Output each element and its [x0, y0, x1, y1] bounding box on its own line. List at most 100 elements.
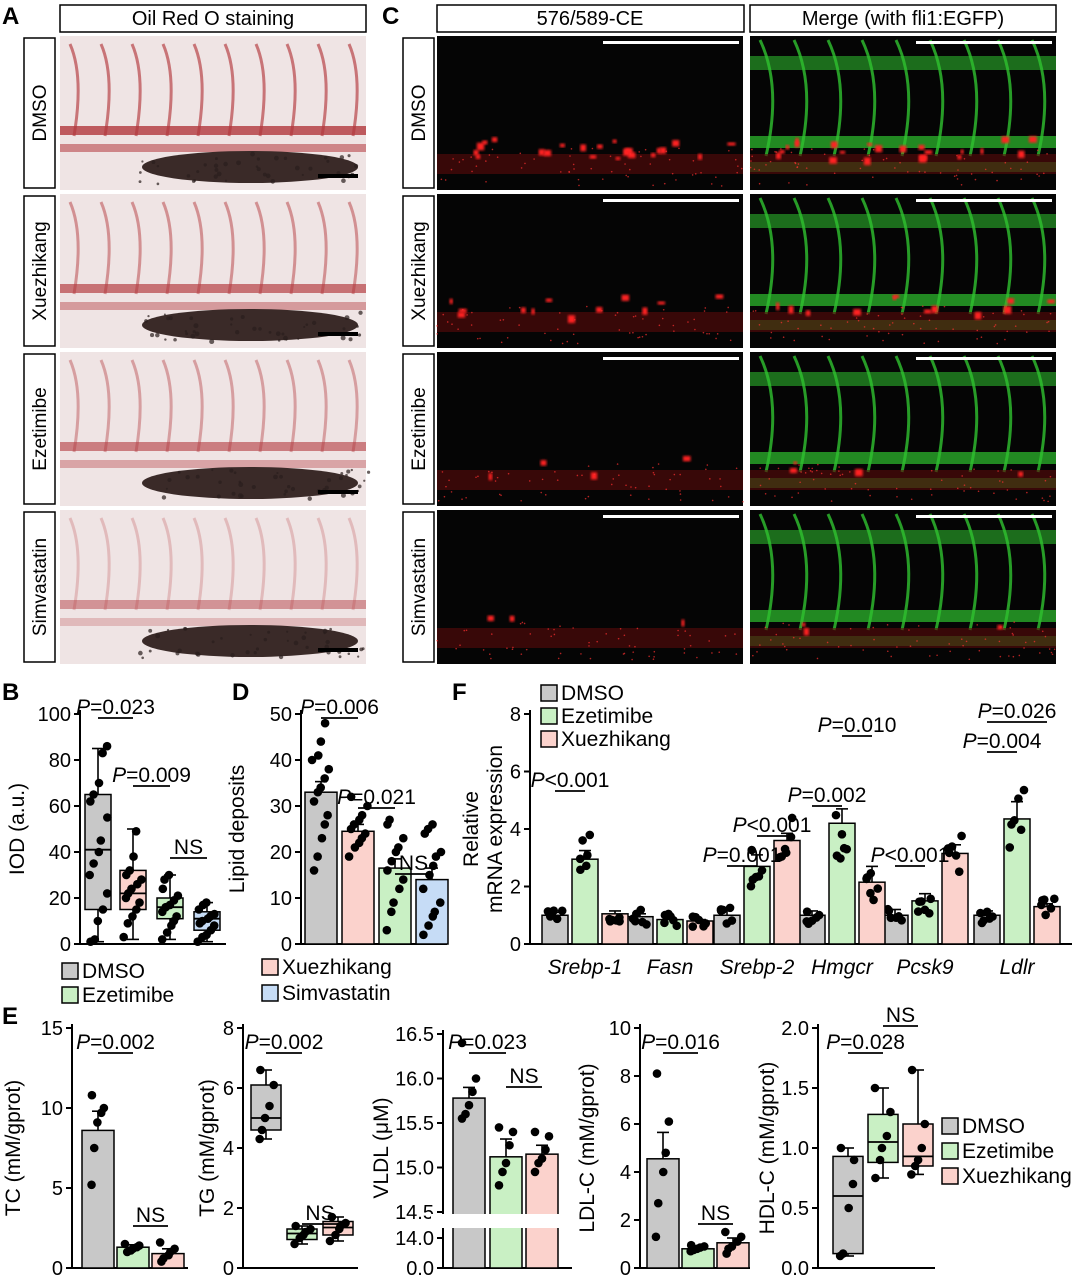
red-speckle	[869, 494, 871, 497]
bar	[304, 791, 338, 945]
pigment-dot	[301, 635, 307, 641]
lipid-signal	[839, 150, 846, 154]
red-speckle	[605, 633, 608, 635]
red-speckle	[890, 655, 893, 658]
data-point	[877, 1143, 887, 1153]
red-background-band	[750, 628, 1056, 648]
pigment-dot	[223, 161, 228, 167]
scale-bar	[603, 199, 739, 202]
pigment-dot	[340, 335, 346, 341]
red-speckle	[872, 626, 875, 629]
pigment-dot	[218, 480, 222, 484]
red-speckle	[862, 649, 865, 651]
red-speckle	[581, 474, 583, 477]
red-speckle	[1026, 491, 1028, 494]
y-axis-label: IOD (a.u.)	[6, 783, 29, 875]
pigment-dot	[256, 157, 261, 161]
red-speckle	[550, 635, 552, 638]
data-point	[777, 852, 787, 861]
red-speckle	[859, 167, 862, 170]
cardinal-vein	[60, 144, 366, 152]
data-point	[688, 912, 698, 921]
yolk-mass	[142, 467, 358, 499]
red-speckle	[625, 484, 627, 487]
red-speckle	[640, 155, 642, 158]
gene-label: Hmgcr	[811, 956, 874, 979]
red-speckle	[700, 172, 702, 174]
red-speckle	[777, 467, 780, 470]
pigment-dot	[193, 179, 197, 182]
lipid-signal	[776, 152, 781, 160]
significance-label: NS	[174, 836, 203, 859]
pigment-dot	[357, 333, 362, 337]
data-point	[871, 1173, 880, 1183]
red-speckle	[830, 500, 833, 502]
red-speckle	[790, 151, 793, 154]
y-axis-label: VLDL (μM)	[370, 1097, 393, 1198]
p-symbol: P	[978, 700, 992, 723]
red-speckle	[872, 327, 875, 330]
red-speckle	[963, 157, 966, 160]
pigment-dot	[164, 338, 167, 341]
data-point	[836, 854, 845, 863]
intersegmental-vessel	[254, 43, 266, 137]
pigment-dot	[346, 469, 351, 474]
red-speckle	[908, 629, 910, 631]
merge-image	[750, 352, 1056, 506]
red-speckle	[949, 650, 951, 653]
red-speckle	[799, 481, 801, 484]
intersegmental-vessel	[223, 359, 235, 453]
red-speckle	[519, 622, 522, 625]
legend-label-simvastatin: Simvastatin	[282, 982, 391, 1005]
red-speckle	[882, 158, 885, 161]
red-speckle	[719, 478, 721, 480]
data-point	[838, 1249, 848, 1258]
data-point	[131, 827, 141, 836]
lipid-signal	[457, 312, 466, 318]
scale-bar	[603, 515, 739, 518]
data-point	[435, 898, 445, 907]
red-speckle	[471, 311, 473, 314]
red-speckle	[580, 653, 582, 655]
y-tick-label: 10	[41, 1098, 63, 1120]
data-point	[552, 914, 562, 924]
data-point	[170, 1244, 179, 1254]
red-speckle	[886, 624, 889, 626]
bar	[452, 1097, 486, 1269]
y-tick-label: 16.5	[395, 1024, 434, 1046]
lipid-signal	[681, 619, 685, 627]
data-point	[907, 1170, 916, 1179]
red-speckle	[735, 653, 738, 655]
red-speckle	[671, 172, 674, 175]
gene-label: Pcsk9	[896, 956, 954, 979]
intersegmental-vessel	[130, 43, 142, 137]
red-background-band	[750, 154, 1056, 174]
gene-label: Ldlr	[999, 956, 1035, 979]
pigment-dot	[350, 468, 354, 472]
red-speckle	[625, 174, 628, 177]
ce-image	[437, 352, 744, 506]
data-point	[173, 891, 183, 900]
intersegmental-vessel	[347, 359, 359, 453]
row-label-ezetimibe: Ezetimibe	[30, 387, 51, 470]
red-speckle	[948, 643, 951, 645]
red-speckle	[576, 474, 579, 477]
red-speckle	[632, 315, 635, 318]
red-speckle	[689, 644, 692, 647]
red-speckle	[644, 148, 647, 151]
y-tick-label: 50	[270, 704, 292, 726]
red-speckle	[693, 318, 695, 321]
red-speckle	[572, 333, 575, 336]
pigment-dot	[341, 178, 346, 184]
red-speckle	[878, 330, 880, 333]
red-speckle	[750, 160, 752, 162]
pigment-dot	[155, 633, 161, 639]
data-point	[1041, 910, 1050, 920]
significance-label: P=0.010	[818, 714, 897, 737]
y-tick-label: 2	[620, 1210, 631, 1232]
intersegmental-vessel	[285, 517, 297, 611]
red-speckle	[470, 324, 473, 326]
red-speckle	[677, 634, 679, 637]
red-speckle	[969, 486, 972, 489]
